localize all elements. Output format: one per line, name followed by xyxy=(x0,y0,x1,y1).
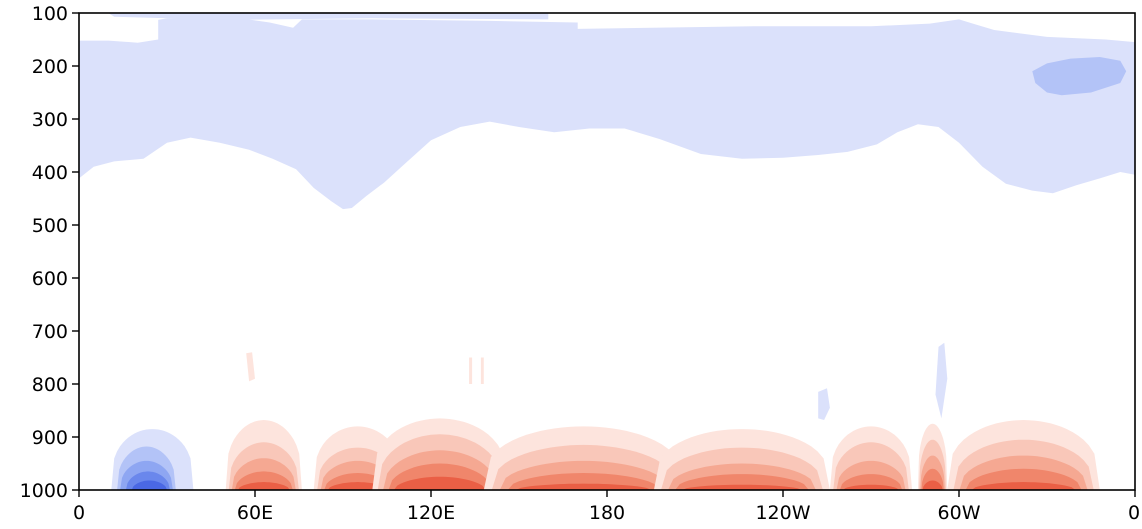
positive-contour-cell-e-5 xyxy=(682,484,802,490)
positive-contour-cell-f-5 xyxy=(843,484,899,490)
positive-contour-blip-3 xyxy=(480,357,484,384)
positive-contour-blip-2 xyxy=(469,357,473,384)
negative-contour-blip-1 xyxy=(818,388,830,420)
y-tick-label-1000: 1000 xyxy=(20,480,68,502)
x-tick-label-0: 0 xyxy=(73,502,85,524)
y-tick-label-700: 700 xyxy=(32,321,68,343)
positive-contour-cell-g-5 xyxy=(922,480,943,490)
positive-contour-cell-a-5 xyxy=(237,482,290,490)
contour-fills xyxy=(79,13,1135,490)
negative-contour-blip-2 xyxy=(935,342,948,419)
negative-contour-upper-band xyxy=(79,18,1135,210)
positive-contour-cell-c-5 xyxy=(393,476,486,490)
y-tick-label-900: 900 xyxy=(32,427,68,449)
negative-contour-upper-wisp xyxy=(108,13,549,20)
plot-area xyxy=(79,13,1135,490)
positive-contour-blip-1 xyxy=(246,352,255,382)
x-tick-label-2: 120E xyxy=(407,502,455,524)
y-tick-label-600: 600 xyxy=(32,268,68,290)
y-tick-label-400: 400 xyxy=(32,162,68,184)
x-tick-label-6: 0 xyxy=(1128,502,1140,524)
x-tick-label-4: 120W xyxy=(755,502,810,524)
x-tick-label-1: 60E xyxy=(237,502,273,524)
positive-contour-cell-h-5 xyxy=(971,482,1076,490)
y-tick-label-500: 500 xyxy=(32,215,68,237)
x-tick-label-5: 60W xyxy=(938,502,981,524)
y-tick-label-200: 200 xyxy=(32,56,68,78)
y-tick-label-300: 300 xyxy=(32,109,68,131)
y-tick-label-100: 100 xyxy=(32,3,68,25)
positive-contour-cell-d-5 xyxy=(515,483,652,490)
y-tick-label-800: 800 xyxy=(32,374,68,396)
negative-contour-low-5 xyxy=(131,480,167,490)
negative-contour-upper-core xyxy=(1032,57,1127,96)
x-tick-label-3: 180 xyxy=(589,502,625,524)
